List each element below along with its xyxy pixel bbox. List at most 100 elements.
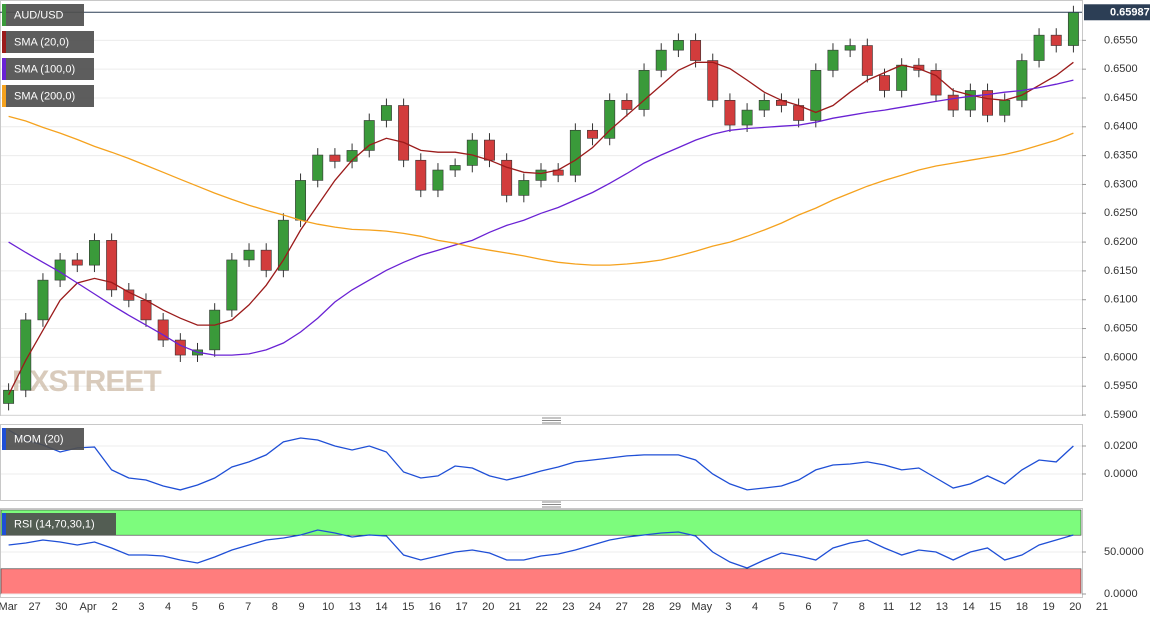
- candle-body: [295, 180, 307, 221]
- candle-body: [638, 70, 650, 110]
- legend-label: AUD/USD: [14, 9, 64, 21]
- x-tick-label: 2: [112, 601, 118, 613]
- y-tick-label: 0.6400: [1104, 121, 1138, 133]
- candle-body: [518, 180, 530, 196]
- x-tick-label: 28: [642, 601, 654, 613]
- legend-box: [2, 31, 94, 53]
- candle-body: [380, 105, 392, 121]
- x-tick-label: 16: [429, 601, 441, 613]
- candle-body: [466, 139, 478, 166]
- candle-body: [243, 249, 255, 261]
- legend-box: [2, 58, 94, 80]
- x-tick-label: 24: [589, 601, 601, 613]
- candle-body: [501, 159, 513, 196]
- x-tick-label: Mar: [0, 601, 18, 613]
- y-tick-label: 0.6550: [1104, 34, 1138, 46]
- candle-body: [89, 240, 100, 266]
- candle-body: [844, 45, 856, 51]
- candle-body: [896, 64, 908, 91]
- legend-swatch: [2, 31, 6, 53]
- y-tick-label: 0.0000: [1104, 588, 1138, 600]
- candle-body: [793, 105, 805, 121]
- legend-swatch: [2, 85, 6, 107]
- panel-handle[interactable]: [542, 501, 561, 508]
- candle-body: [1033, 34, 1045, 61]
- candle-body: [20, 319, 32, 391]
- legend-swatch: [2, 428, 6, 450]
- panel-handle[interactable]: [542, 417, 561, 424]
- candle-body: [71, 259, 83, 266]
- candle-body: [226, 259, 238, 311]
- legend-box: [2, 428, 84, 450]
- sma-line: [8, 61, 1074, 396]
- x-tick-label: 13: [936, 601, 948, 613]
- current-price-tag: [1084, 4, 1150, 21]
- candle-body: [54, 259, 66, 281]
- candle-body: [604, 99, 616, 139]
- candle-body: [724, 99, 736, 126]
- watermark: FXSTREET: [12, 365, 161, 398]
- x-tick-label: 27: [616, 601, 628, 613]
- candle-body: [363, 120, 375, 151]
- sma-line: [8, 79, 1074, 356]
- x-tick-label: 5: [192, 601, 198, 613]
- candle-body: [741, 109, 753, 126]
- candle-body: [587, 129, 598, 139]
- y-tick-label: 0.6050: [1104, 322, 1138, 334]
- legend-box: [2, 85, 94, 107]
- x-tick-label: 15: [989, 601, 1001, 613]
- y-tick-label: 0.6250: [1104, 207, 1138, 219]
- candle-body: [672, 40, 684, 51]
- x-tick-label: 3: [138, 601, 144, 613]
- legend-box: [2, 513, 116, 535]
- rsi-panel: [0, 508, 1083, 598]
- candle-body: [209, 309, 221, 351]
- legend-label: MOM (20): [14, 433, 64, 445]
- y-tick-label: 0.6450: [1104, 92, 1138, 104]
- sma-line: [8, 115, 1074, 266]
- candle-body: [690, 40, 702, 61]
- legend-swatch: [2, 58, 6, 80]
- candle-body: [415, 159, 427, 191]
- y-tick-label: 0.6300: [1104, 178, 1138, 190]
- x-tick-label: 18: [1016, 601, 1028, 613]
- candle-body: [484, 139, 495, 161]
- rsi-band: [0, 509, 1082, 536]
- legend-swatch: [2, 513, 6, 535]
- x-tick-label: 30: [55, 601, 67, 613]
- legend-label: SMA (20,0): [14, 36, 69, 48]
- x-tick-label: 6: [805, 601, 811, 613]
- x-tick-label: May: [691, 601, 712, 613]
- x-tick-label: 13: [349, 601, 361, 613]
- candle-body: [432, 169, 444, 191]
- candle-body: [1050, 34, 1062, 46]
- indicator-line: [8, 429, 1074, 491]
- y-tick-label: 0.6500: [1104, 63, 1138, 75]
- x-tick-label: 7: [245, 601, 251, 613]
- legend-label: RSI (14,70,30,1): [14, 518, 95, 530]
- candle-body: [569, 129, 581, 176]
- x-tick-label: 4: [752, 601, 758, 613]
- x-tick-label: 14: [962, 601, 974, 613]
- x-tick-label: 15: [402, 601, 414, 613]
- candle-body: [398, 105, 410, 161]
- y-tick-label: 0.0000: [1104, 468, 1138, 480]
- x-tick-label: 21: [509, 601, 521, 613]
- x-tick-label: 10: [322, 601, 334, 613]
- candle-body: [655, 49, 667, 71]
- candle-body: [964, 90, 976, 111]
- x-tick-label: 23: [562, 601, 574, 613]
- x-tick-label: 19: [1043, 601, 1055, 613]
- y-tick-label: 0.6350: [1104, 150, 1138, 162]
- x-tick-label: 8: [272, 601, 278, 613]
- candle-body: [707, 60, 719, 101]
- candle-body: [37, 279, 49, 321]
- candle-body: [758, 99, 770, 111]
- legend-label: SMA (200,0): [14, 90, 75, 102]
- candle-body: [621, 99, 633, 110]
- candle-body: [1067, 11, 1079, 46]
- candle-body: [1016, 60, 1028, 101]
- y-tick-label: 0.5950: [1104, 380, 1138, 392]
- y-tick-label: 0.6100: [1104, 294, 1138, 306]
- candle-body: [999, 99, 1011, 116]
